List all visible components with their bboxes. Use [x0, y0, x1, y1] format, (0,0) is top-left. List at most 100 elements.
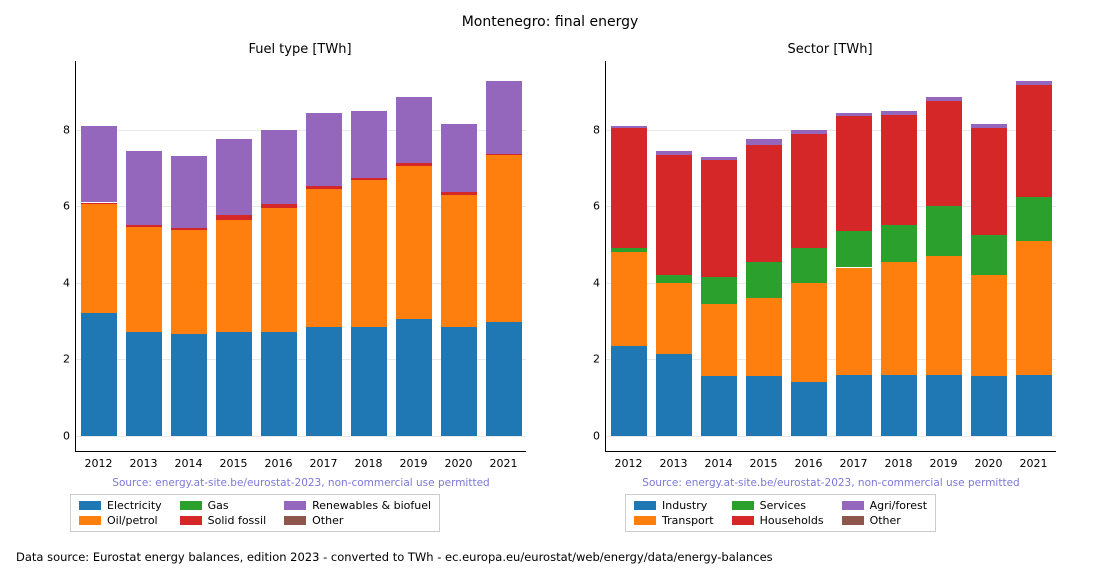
xtick-label: 2017: [840, 451, 868, 470]
bar-segment: [791, 382, 827, 436]
bar-segment: [441, 195, 477, 327]
bar-segment: [216, 220, 252, 333]
ytick-label: 8: [63, 123, 76, 136]
xtick-label: 2013: [130, 451, 158, 470]
legend-swatch: [732, 516, 754, 525]
legend-label: Electricity: [107, 499, 162, 512]
legend: IndustryTransportServicesHouseholdsAgri/…: [625, 494, 936, 532]
legend-label: Other: [870, 514, 901, 527]
xtick-label: 2019: [400, 451, 428, 470]
bar-segment: [396, 319, 432, 436]
legend-swatch: [284, 516, 306, 525]
bar-segment: [441, 192, 477, 195]
xtick-label: 2013: [660, 451, 688, 470]
bar-segment: [306, 186, 342, 189]
legend-label: Transport: [662, 514, 714, 527]
source-watermark: Source: energy.at-site.be/eurostat-2023,…: [606, 477, 1056, 489]
bar-segment: [1016, 197, 1052, 241]
legend-label: Gas: [208, 499, 229, 512]
bar-segment: [396, 97, 432, 163]
xtick-label: 2014: [175, 451, 203, 470]
legend-swatch: [732, 501, 754, 510]
bar-segment: [791, 134, 827, 249]
bar-segment: [1016, 81, 1052, 85]
legend-label: Renewables & biofuel: [312, 499, 431, 512]
bar-segment: [351, 327, 387, 436]
legend-label: Solid fossil: [208, 514, 266, 527]
legend-item: Industry: [634, 499, 714, 512]
xtick-label: 2016: [795, 451, 823, 470]
ytick-label: 0: [63, 429, 76, 442]
bar-segment: [1016, 241, 1052, 375]
bar-segment: [926, 206, 962, 256]
bar-segment: [656, 151, 692, 155]
bar-segment: [971, 128, 1007, 235]
bar-segment: [881, 225, 917, 261]
bar-segment: [126, 151, 162, 226]
legend-item: Solid fossil: [180, 514, 266, 527]
bar-segment: [351, 111, 387, 178]
bar-segment: [171, 334, 207, 435]
bar-segment: [746, 298, 782, 376]
bar-segment: [306, 327, 342, 436]
xtick-label: 2019: [930, 451, 958, 470]
legend-label: Agri/forest: [870, 499, 928, 512]
bar-segment: [126, 332, 162, 435]
chart-panel-sector: Sector [TWh]0246820122013201420152016201…: [605, 42, 1055, 452]
xtick-label: 2012: [85, 451, 113, 470]
bar-segment: [611, 346, 647, 436]
data-source-footer: Data source: Eurostat energy balances, e…: [16, 550, 773, 564]
gridline: [76, 436, 526, 437]
xtick-label: 2017: [310, 451, 338, 470]
legend-swatch: [634, 516, 656, 525]
bar-segment: [656, 354, 692, 436]
bar-segment: [746, 139, 782, 145]
legend-item: Services: [732, 499, 824, 512]
bar-segment: [881, 262, 917, 375]
bar-segment: [611, 126, 647, 128]
xtick-label: 2021: [490, 451, 518, 470]
legend-item: Agri/forest: [842, 499, 928, 512]
bar-segment: [836, 116, 872, 231]
bar-segment: [1016, 85, 1052, 197]
xtick-label: 2014: [705, 451, 733, 470]
bar-segment: [881, 375, 917, 436]
bar-segment: [881, 115, 917, 226]
xtick-label: 2021: [1020, 451, 1048, 470]
bar-segment: [926, 256, 962, 375]
bar-segment: [926, 101, 962, 206]
legend-item: Oil/petrol: [79, 514, 162, 527]
bar-segment: [701, 160, 737, 277]
legend-item: Other: [284, 514, 431, 527]
bar-segment: [746, 376, 782, 435]
legend-swatch: [180, 516, 202, 525]
bar-segment: [171, 156, 207, 228]
bar-segment: [261, 204, 297, 209]
bar-segment: [486, 81, 522, 154]
bar-segment: [261, 332, 297, 435]
bar-segment: [306, 113, 342, 187]
legend-swatch: [842, 501, 864, 510]
xtick-label: 2012: [615, 451, 643, 470]
bar-segment: [701, 277, 737, 304]
bar-segment: [261, 208, 297, 332]
bar-segment: [81, 313, 117, 435]
bar-segment: [881, 111, 917, 115]
xtick-label: 2018: [885, 451, 913, 470]
bar-segment: [791, 248, 827, 282]
legend-swatch: [284, 501, 306, 510]
bar-segment: [486, 155, 522, 321]
bar-segment: [836, 375, 872, 436]
bar-segment: [486, 154, 522, 156]
bar-segment: [701, 376, 737, 435]
bar-segment: [441, 124, 477, 192]
ytick-label: 2: [63, 353, 76, 366]
xtick-label: 2018: [355, 451, 383, 470]
legend-swatch: [842, 516, 864, 525]
bar-segment: [1016, 375, 1052, 436]
panel-title: Fuel type [TWh]: [75, 42, 525, 57]
ytick-label: 0: [593, 429, 606, 442]
bar-segment: [701, 157, 737, 161]
bar-segment: [791, 283, 827, 382]
legend-swatch: [79, 516, 101, 525]
